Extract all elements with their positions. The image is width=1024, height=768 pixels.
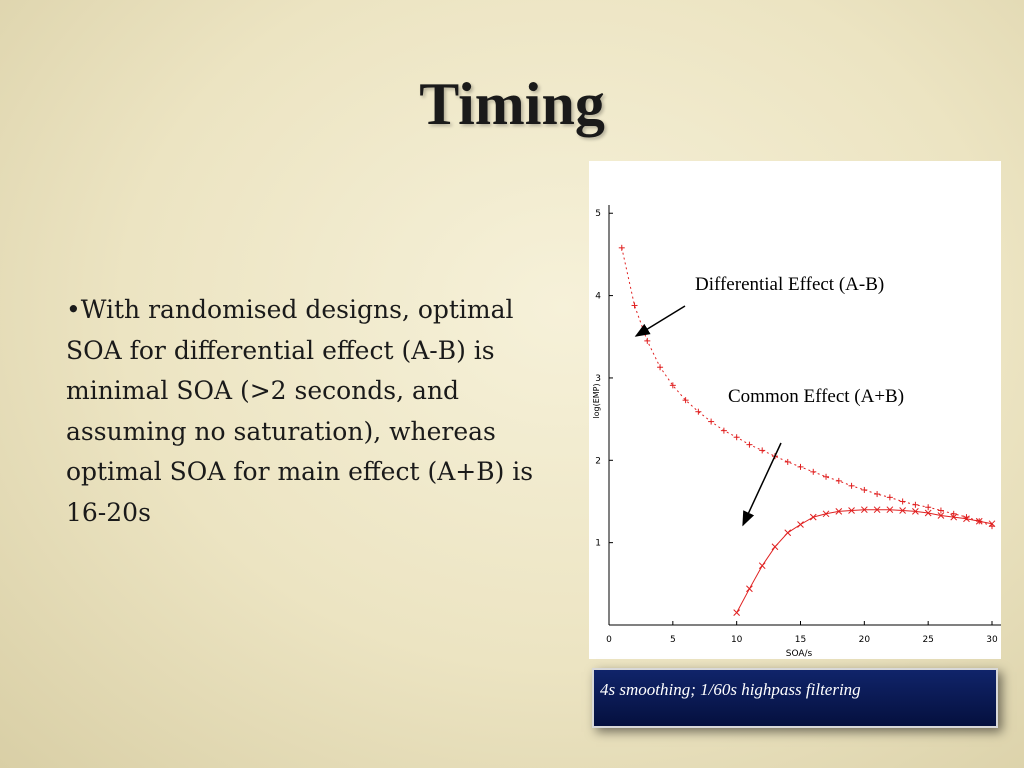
x-tick-label: 25 (922, 635, 933, 645)
series-1-point (912, 501, 919, 508)
series-2-point (912, 507, 919, 515)
series-2-point (746, 585, 753, 593)
x-tick-label: 30 (986, 635, 998, 645)
marker-stroke (822, 510, 830, 518)
marker-stroke (809, 513, 817, 521)
series-1-point (720, 427, 727, 434)
series-1-point (644, 337, 651, 344)
series-2-point (950, 513, 958, 521)
series-1-point (810, 468, 817, 475)
annotation-common-arrow (742, 442, 782, 527)
slide-title: Timing (419, 71, 605, 137)
y-tick-label: 1 (595, 539, 601, 549)
series-1-point (695, 408, 702, 415)
x-tick-label: 5 (670, 635, 676, 645)
annotation-differential-arrow (634, 305, 686, 337)
caption-box: 4s smoothing; 1/60s highpass filtering (592, 668, 998, 728)
series-1-point (950, 510, 957, 517)
marker-stroke (899, 507, 906, 514)
marker-stroke (963, 515, 970, 523)
series-1-point (759, 447, 766, 454)
series-2-point (873, 506, 881, 514)
marker-stroke (924, 509, 932, 517)
x-tick-label: 0 (606, 635, 612, 645)
series-1-point (886, 494, 893, 501)
marker-stroke (937, 512, 945, 519)
series-2-point (809, 513, 817, 521)
series-1-point (925, 504, 932, 511)
chart-svg: 0 5 10 15 20 25 30 1 2 3 4 5 SOA/s log(EMP) Differe… (592, 205, 1001, 659)
marker-stroke (784, 529, 792, 537)
marker-stroke (988, 520, 996, 528)
y-axis-label: log(EMP) (592, 383, 601, 418)
y-tick-label: 2 (595, 456, 601, 466)
series-1-point (797, 463, 804, 470)
annotation-differential: Differential Effect (A-B) (695, 274, 884, 295)
series-2-line (736, 509, 993, 613)
bullet-text: •With randomised designs, optimal SOA fo… (66, 295, 534, 527)
series-1-point (823, 473, 830, 480)
series-1-point (899, 498, 906, 505)
series-2-point (963, 515, 970, 523)
marker-stroke (746, 585, 753, 593)
marker-stroke (873, 506, 881, 514)
marker-stroke (912, 507, 919, 515)
series-1-point (784, 458, 791, 465)
marker-stroke (848, 507, 855, 514)
x-tick-label: 15 (795, 635, 806, 645)
series-1-point (835, 477, 842, 484)
annotation-common: Common Effect (A+B) (728, 386, 904, 407)
x-tick-label: 10 (731, 635, 743, 645)
series-2-point (988, 520, 996, 528)
marker-stroke (975, 517, 983, 525)
series-2-point (975, 517, 983, 525)
series-2-point (937, 512, 945, 519)
marker-stroke (950, 513, 958, 521)
series-1-point (682, 397, 689, 404)
series-1-point (618, 244, 625, 251)
y-tick-label: 5 (595, 209, 601, 219)
series-2-point (784, 529, 792, 537)
series-1-point (733, 434, 740, 441)
series-2-point (733, 609, 741, 617)
series-1-point (848, 482, 855, 489)
series-1-point (657, 364, 664, 371)
marker-stroke (886, 506, 894, 514)
series-2-point (924, 509, 932, 517)
marker-stroke (797, 521, 804, 528)
caption-text: 4s smoothing; 1/60s highpass filtering (600, 680, 861, 699)
marker-stroke (771, 543, 779, 551)
series-2-point (860, 506, 868, 514)
series-2-point (822, 510, 830, 518)
series-2-point (797, 521, 804, 528)
y-tick-label: 4 (595, 292, 601, 302)
series-2-point (886, 506, 894, 514)
series-2-point (771, 543, 779, 551)
marker-stroke (860, 506, 868, 514)
series-1-point (874, 491, 881, 498)
series-2-point (835, 507, 843, 515)
x-axis-label: SOA/s (786, 649, 813, 659)
y-tick-label: 3 (595, 374, 601, 384)
series-1-point (937, 507, 944, 514)
series-1-point (708, 418, 715, 425)
marker-stroke (758, 562, 766, 570)
series-1-point (861, 486, 868, 493)
series-1-point (669, 382, 676, 389)
series-2-point (899, 507, 906, 514)
x-tick-label: 20 (859, 635, 871, 645)
series-2-point (758, 562, 766, 570)
marker-stroke (835, 507, 843, 515)
series-1-point (631, 302, 638, 309)
series-2-point (848, 507, 855, 514)
marker-stroke (733, 609, 741, 617)
chart-panel: 0 5 10 15 20 25 30 1 2 3 4 5 SOA/s log(EMP) Differe… (589, 161, 1001, 659)
series-1-point (746, 441, 753, 448)
